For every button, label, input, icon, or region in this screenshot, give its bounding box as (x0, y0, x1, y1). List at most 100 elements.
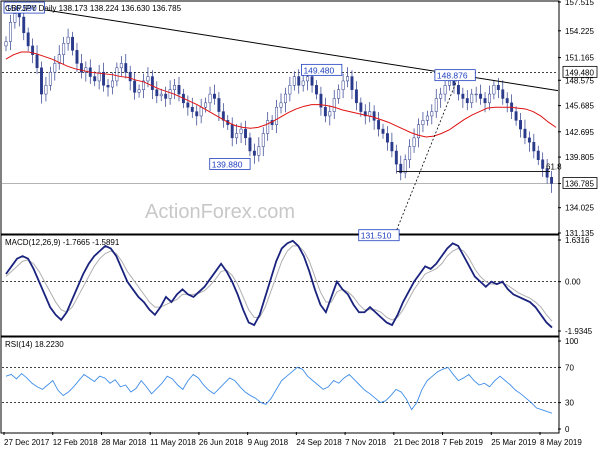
macd-y-axis: 1.6316 0.00 -1.9345 (558, 236, 593, 336)
fib-level-label: 61.8 (546, 163, 562, 172)
candle-body (40, 67, 43, 95)
candle-body (288, 85, 292, 95)
resistance-label-box (562, 65, 598, 78)
price-callout-label: 156.590 (6, 3, 37, 13)
macd-y-tick-label: 1.6316 (565, 236, 590, 245)
macd-y-tick-label: -1.9345 (565, 327, 593, 336)
candle-body (66, 36, 70, 44)
candle-body (102, 71, 106, 86)
price-candles (4, 4, 554, 193)
price-y-tick-label: 154.225 (565, 27, 594, 36)
price-y-tick-label: 134.025 (565, 204, 594, 213)
candle-body (474, 93, 478, 96)
candle-body (527, 137, 531, 143)
candle-body (62, 43, 66, 55)
candle-body (155, 89, 159, 97)
candle-body (252, 150, 256, 156)
candle-body (465, 98, 469, 104)
rsi-title: RSI(14) 18.2230 (5, 340, 64, 349)
candle-body (292, 76, 296, 86)
candle-body (425, 115, 429, 121)
rsi-y-axis: 100 70 30 0 (558, 337, 579, 434)
candle-body (44, 85, 48, 95)
candle-body (354, 89, 358, 104)
candle-body (346, 76, 349, 82)
candle-body (124, 63, 128, 73)
candle-body (239, 128, 243, 134)
candle-body (199, 106, 203, 117)
candle-body (128, 71, 132, 82)
candle-body (13, 13, 17, 23)
candle-body (97, 71, 101, 82)
price-callout-label: 131.510 (361, 231, 392, 241)
x-tick-label: 9 Aug 2018 (248, 438, 289, 447)
price-title: GBPJPY Daily 138.173 138.224 136.630 136… (5, 4, 182, 13)
price-ohlc: 138.173 138.224 136.630 136.785 (59, 4, 182, 13)
candle-body (479, 93, 483, 99)
price-y-tick-label: 148.575 (565, 76, 594, 85)
resistance-label: 149.480 (565, 68, 594, 77)
candle-body (93, 76, 97, 82)
rsi-grid (2, 367, 558, 403)
macd-panel-frame (0, 234, 560, 337)
candle-body (297, 76, 301, 86)
candle-body (456, 85, 460, 95)
candle-body (412, 137, 416, 147)
macd-signal-line (5, 245, 553, 322)
candle-body (532, 141, 536, 152)
candle-body (279, 102, 283, 108)
candle-body (363, 111, 367, 117)
candle-body (71, 36, 74, 51)
price-y-tick-label: 151.165 (565, 54, 594, 63)
rsi-y-tick-label: 0 (565, 425, 570, 434)
candle-body (372, 111, 376, 121)
candle-body (106, 85, 110, 88)
candle-body (164, 93, 168, 99)
price-callout-box (301, 63, 343, 76)
price-callout-box (3, 1, 45, 14)
candle-body (150, 76, 154, 90)
candle-body (84, 67, 88, 73)
candle-body (173, 85, 176, 90)
x-tick-label: 12 Feb 2018 (53, 438, 98, 447)
candle-body (48, 71, 52, 86)
candle-body (496, 85, 500, 90)
candle-body (31, 45, 35, 55)
candle-body (111, 80, 114, 88)
x-tick-label: 7 Feb 2019 (443, 438, 484, 447)
candle-body (301, 80, 305, 86)
candle-body (483, 98, 487, 104)
x-tick-label: 8 May 2019 (540, 438, 582, 447)
candle-body (217, 98, 221, 112)
candle-body (75, 50, 79, 64)
candle-body (505, 98, 509, 104)
candle-body (492, 85, 496, 95)
candle-body (275, 106, 279, 125)
price-callout-label: 139.880 (212, 159, 243, 169)
candle-body (386, 133, 389, 143)
candle-body (443, 85, 447, 95)
x-tick-label: 11 May 2018 (150, 438, 196, 447)
candle-body (536, 150, 540, 161)
trendline (46, 9, 559, 92)
candle-body (168, 89, 172, 99)
candle-body (403, 159, 407, 174)
rsi-y-tick-label: 100 (565, 337, 579, 346)
price-title-symbol: GBPJPY Daily (5, 4, 56, 13)
x-tick-label: 28 Mar 2018 (101, 438, 146, 447)
price-callout-box (358, 229, 400, 242)
macd-line (5, 239, 553, 329)
candle-body (545, 168, 549, 178)
candle-body (142, 80, 145, 90)
candle-body (519, 120, 522, 130)
candle-body (177, 85, 181, 95)
candle-body (186, 102, 190, 108)
candle-body (359, 102, 363, 112)
candle-body (213, 93, 216, 99)
candle-body (35, 54, 39, 69)
candle-body (190, 106, 194, 112)
candle-body (266, 120, 270, 134)
price-callout-label: 148.876 (437, 71, 468, 81)
candle-body (394, 150, 398, 165)
